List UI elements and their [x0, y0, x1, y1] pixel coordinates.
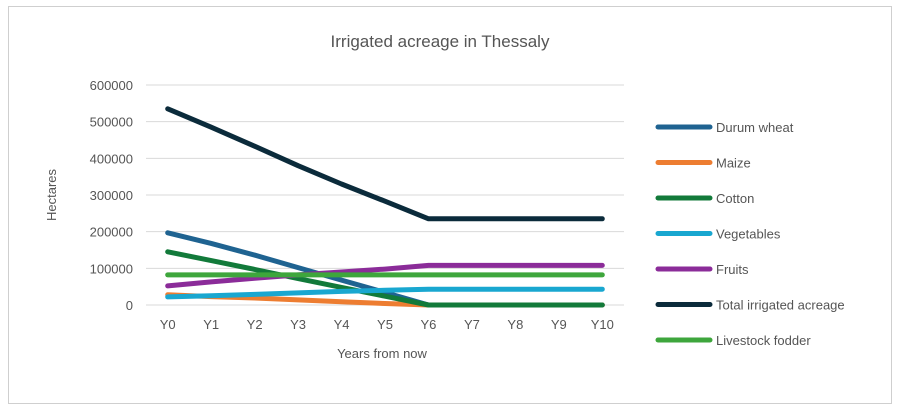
y-tick-label: 600000: [90, 78, 133, 93]
x-axis-ticks: Y0 Y1 Y2 Y3 Y4 Y5 Y6 Y7 Y8 Y9 Y10: [160, 317, 614, 332]
x-tick-label: Y10: [591, 317, 614, 332]
x-tick-label: Y8: [507, 317, 523, 332]
x-tick-label: Y6: [421, 317, 437, 332]
x-axis-label: Years from now: [337, 346, 427, 361]
y-tick-label: 500000: [90, 115, 133, 130]
series-line-total-irrigated-acreage: [165, 106, 605, 222]
series-line-fruits: [165, 262, 605, 289]
legend-label: Total irrigated acreage: [716, 298, 845, 313]
legend-label: Durum wheat: [716, 120, 794, 135]
y-tick-label: 0: [126, 298, 133, 313]
chart-frame: [8, 6, 892, 404]
x-tick-label: Y5: [377, 317, 393, 332]
legend-label: Maize: [716, 156, 751, 171]
gridlines: [146, 84, 624, 306]
legend: Durum wheat Maize Cotton Vegetables Fruits To…: [655, 120, 845, 348]
x-tick-label: Y3: [290, 317, 306, 332]
x-tick-label: Y9: [551, 317, 567, 332]
x-tick-label: Y2: [247, 317, 263, 332]
series-line-cotton: [165, 249, 605, 308]
chart-title: Irrigated acreage in Thessaly: [331, 32, 550, 51]
series-line-vegetables: [165, 286, 605, 300]
y-tick-label: 400000: [90, 151, 133, 166]
legend-label: Cotton: [716, 191, 754, 206]
legend-label: Vegetables: [716, 227, 781, 242]
x-tick-label: Y1: [203, 317, 219, 332]
y-tick-label: 100000: [90, 261, 133, 276]
x-tick-label: Y4: [334, 317, 350, 332]
y-tick-label: 200000: [90, 225, 133, 240]
y-axis-label: Hectares: [44, 168, 59, 221]
y-tick-label: 300000: [90, 188, 133, 203]
y-axis-ticks: 0 100000 200000 300000 400000 500000 600000: [90, 78, 133, 313]
x-tick-label: Y0: [160, 317, 176, 332]
x-tick-label: Y7: [464, 317, 480, 332]
series-lines: [165, 106, 605, 308]
legend-label: Livestock fodder: [716, 333, 811, 348]
legend-label: Fruits: [716, 262, 749, 277]
